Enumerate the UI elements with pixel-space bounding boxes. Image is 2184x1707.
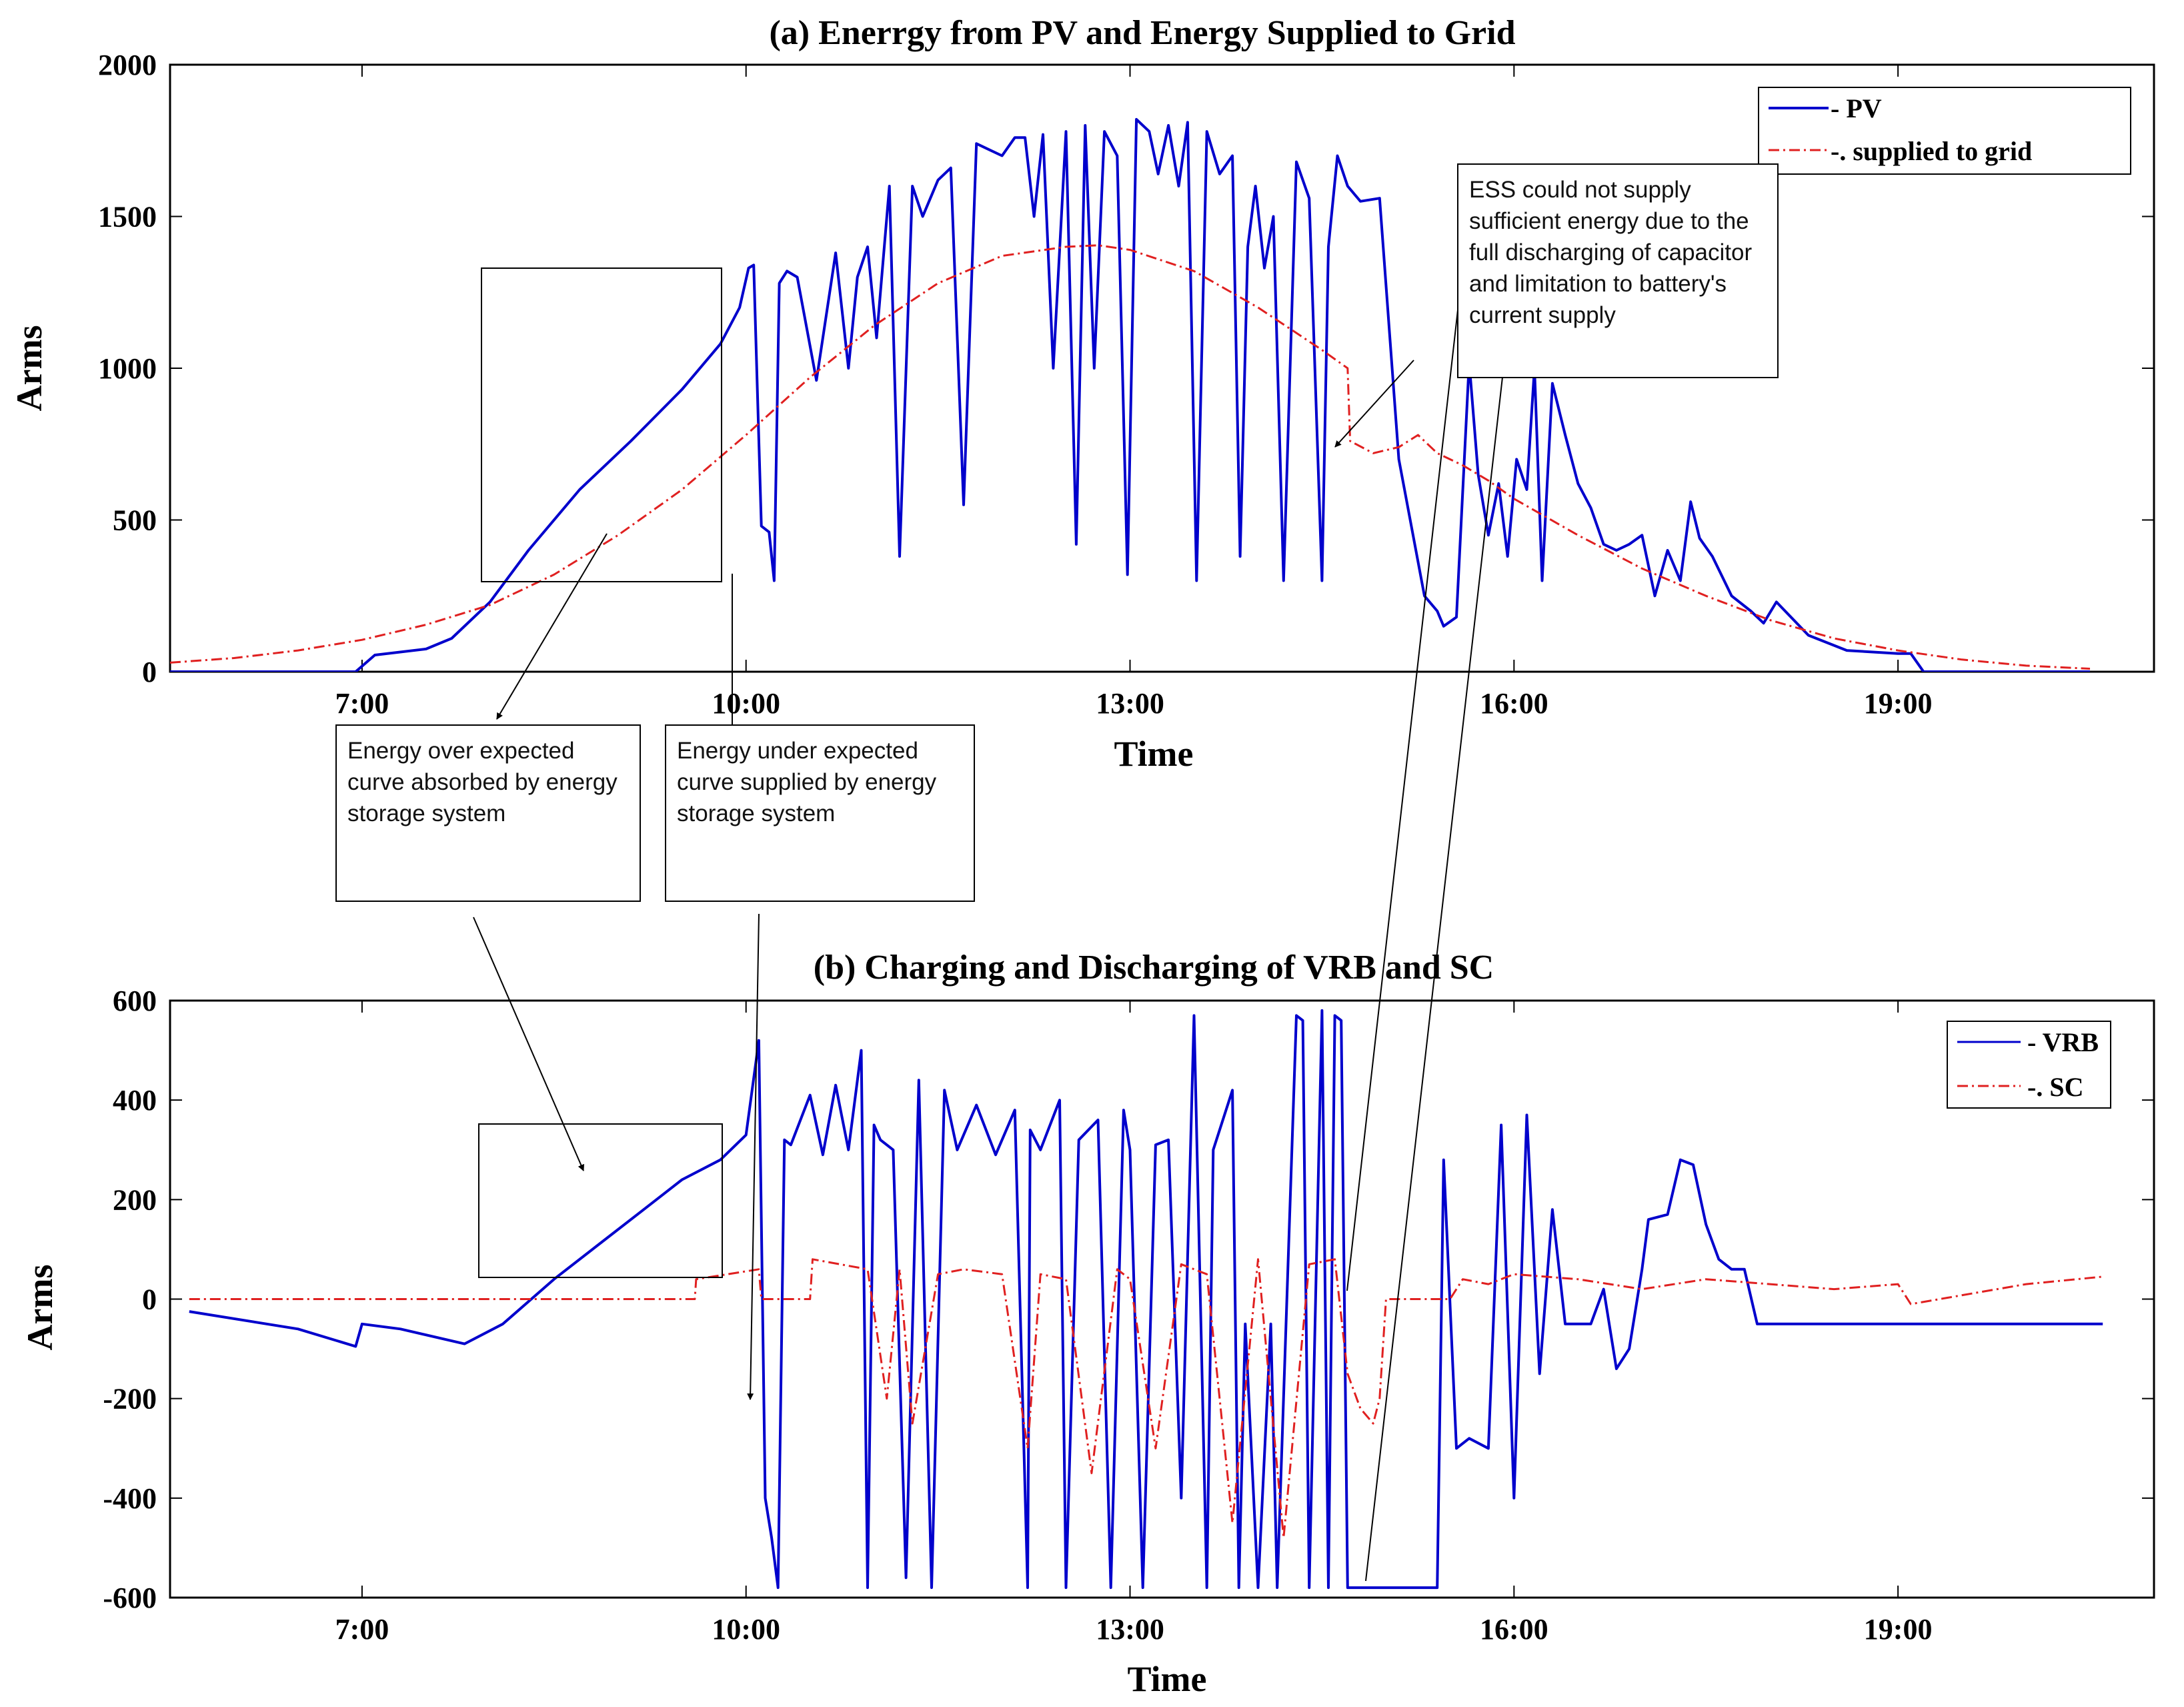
chart-a-ytick-label: 500	[113, 504, 157, 537]
legend-pv-label: - PV	[1831, 93, 1882, 123]
chart-b-series-primary-line	[189, 1009, 2103, 1590]
chart-a-highlight-box	[481, 267, 722, 582]
chart-b-legend: - VRB -. SC	[1947, 1021, 2111, 1109]
chart-a-xtick-label: 19:00	[1864, 687, 1933, 720]
chart-a-xtick-label: 13:00	[1096, 687, 1164, 720]
chart-a-ticks: 0 500 1000 1500 2000 7:00 10:00 13:00 16:00 19:00	[98, 49, 2154, 720]
legend-sc-label: -. SC	[2027, 1072, 2083, 1102]
chart-b-ytick-label: 0	[142, 1283, 157, 1316]
chart-b-highlight-box	[478, 1123, 723, 1278]
annotation-ess-limitation: ESS could not supply sufficient energy d…	[1457, 163, 1779, 378]
chart-b-xtick-label: 19:00	[1864, 1613, 1933, 1646]
chart-b-series	[189, 1009, 2103, 1590]
arrow-supplied-bottom	[747, 913, 760, 1400]
chart-a-series-primary-line	[170, 117, 2090, 672]
chart-b-xtick-label: 10:00	[712, 1613, 780, 1646]
annotation-arrows	[473, 256, 1506, 1582]
chart-b-ylabel: Arms	[20, 1265, 60, 1351]
legend-vrb-label: - VRB	[2027, 1027, 2099, 1057]
chart-a-xtick-label: 10:00	[712, 687, 780, 720]
chart-a-ylabel: Arms	[9, 326, 49, 412]
chart-b-ytick-label: 200	[113, 1183, 157, 1216]
chart-a-ytick-label: 1500	[98, 201, 157, 233]
chart-b-ticks: -600 -400 -200 0 200 400 600 7:00 10:00 13:00 16:0…	[103, 985, 2154, 1646]
chart-b-title: (b) Charging and Discharging of VRB and …	[814, 949, 1494, 987]
chart-b-xlabel: Time	[1128, 1659, 1207, 1699]
chart-a-ytick-label: 2000	[98, 49, 157, 81]
chart-b-xtick-label: 7:00	[335, 1613, 389, 1646]
arrow-ess-capacitor	[1346, 256, 1466, 1291]
arrow-absorbed-top	[496, 533, 608, 720]
chart-a-legend: - PV -. supplied to grid	[1758, 87, 2131, 175]
chart-a-ytick-label: 0	[142, 656, 157, 688]
chart-a-xtick-label: 16:00	[1480, 687, 1548, 720]
chart-a-xtick-label: 7:00	[335, 687, 389, 720]
chart-b-xtick-label: 13:00	[1096, 1613, 1164, 1646]
chart-a-xlabel: Time	[1114, 734, 1194, 774]
arrow-absorbed-bottom	[473, 917, 585, 1171]
chart-b-ytick-label: -600	[103, 1582, 157, 1614]
legend-box	[1758, 87, 2131, 175]
chart-a-ytick-label: 1000	[98, 352, 157, 385]
chart-b-ytick-label: 400	[113, 1084, 157, 1117]
arrow-ess-battery	[1365, 365, 1506, 1582]
chart-a-title: (a) Enerrgy from PV and Energy Supplied …	[769, 14, 1515, 52]
chart-b-xtick-label: 16:00	[1480, 1613, 1548, 1646]
chart-b-ytick-label: -200	[103, 1383, 157, 1415]
arrow-ess-grid	[1334, 360, 1414, 448]
legend-box	[1947, 1021, 2111, 1109]
annotation-energy-absorbed: Energy over expected curve absorbed by e…	[335, 724, 641, 902]
annotation-energy-supplied: Energy under expected curve supplied by …	[665, 724, 975, 902]
chart-a-series	[170, 117, 2091, 672]
chart-b-ytick-label: -400	[103, 1482, 157, 1515]
chart-b-series-secondary-line	[189, 1258, 2103, 1539]
chart-b-ytick-label: 600	[113, 985, 157, 1017]
legend-grid-label: -. supplied to grid	[1831, 136, 2032, 166]
